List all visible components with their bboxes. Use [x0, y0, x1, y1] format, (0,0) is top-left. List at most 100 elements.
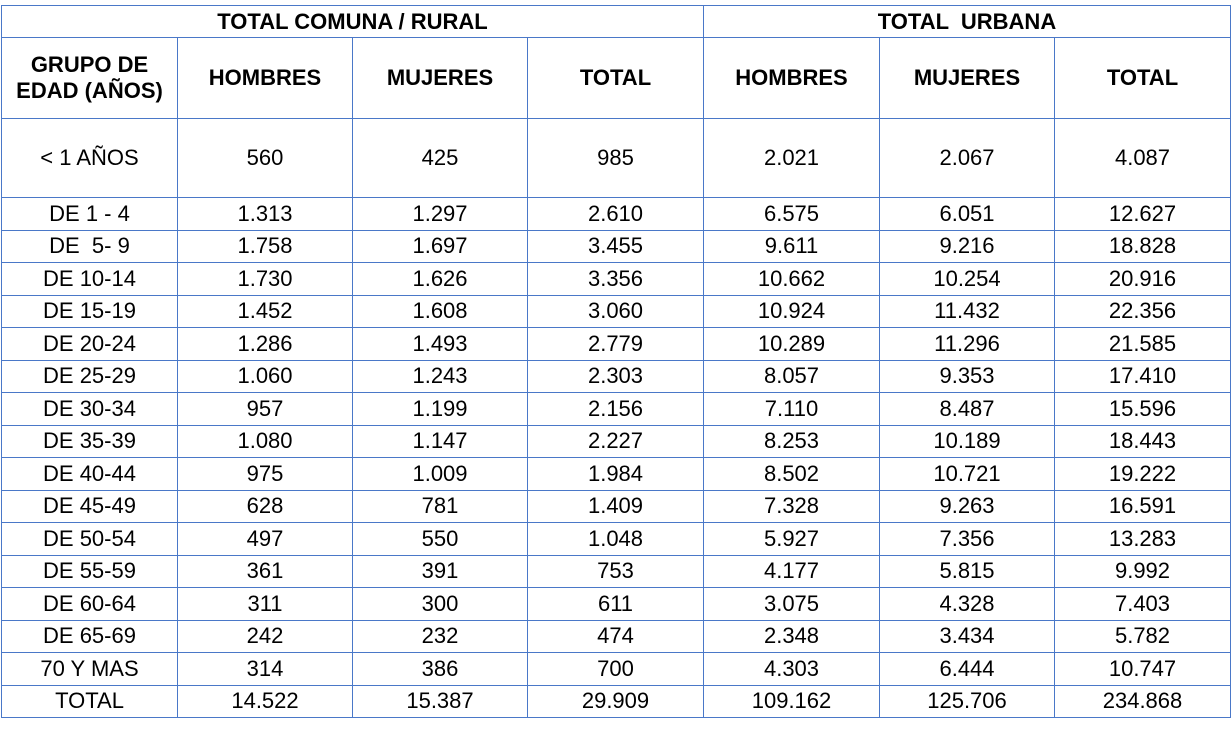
cell: 109.162: [703, 684, 880, 718]
age-group: DE 35-39: [1, 424, 178, 458]
cell: 11.296: [879, 327, 1055, 361]
cell: 3.075: [703, 587, 880, 621]
cell: 975: [177, 457, 353, 491]
cell: 3.356: [527, 262, 704, 296]
cell: 232: [352, 619, 528, 653]
cell: 1.147: [352, 424, 528, 458]
age-group: DE 15-19: [1, 294, 178, 328]
cell: 361: [177, 554, 353, 588]
cell: 753: [527, 554, 704, 588]
column-header: TOTAL: [1054, 37, 1231, 119]
cell: 9.216: [879, 229, 1055, 263]
age-group: DE 20-24: [1, 327, 178, 361]
cell: 5.815: [879, 554, 1055, 588]
cell: 10.254: [879, 262, 1055, 296]
column-header: HOMBRES: [703, 37, 880, 119]
cell: 2.021: [703, 118, 880, 198]
age-group: DE 50-54: [1, 522, 178, 556]
cell: 3.434: [879, 619, 1055, 653]
cell: 1.984: [527, 457, 704, 491]
cell: 2.227: [527, 424, 704, 458]
cell: 242: [177, 619, 353, 653]
cell: 7.328: [703, 489, 880, 523]
cell: 16.591: [1054, 489, 1231, 523]
cell: 3.455: [527, 229, 704, 263]
age-group: DE 1 - 4: [1, 197, 178, 231]
population-table: TOTAL COMUNA / RURAL TOTAL URBANA GRUPO DE…: [1, 5, 1231, 718]
age-group: TOTAL: [1, 684, 178, 718]
data-row: DE 25-29 1.060 1.243 2.303 8.057 9.353 17.410: [1, 359, 1231, 393]
cell: 18.443: [1054, 424, 1231, 458]
data-row: TOTAL 14.522 15.387 29.909 109.162 125.706 234…: [1, 684, 1231, 718]
data-row: DE 40-44 975 1.009 1.984 8.502 10.721 19.222: [1, 457, 1231, 491]
cell: 1.060: [177, 359, 353, 393]
cell: 11.432: [879, 294, 1055, 328]
cell: 1.608: [352, 294, 528, 328]
data-row: DE 30-34 957 1.199 2.156 7.110 8.487 15.596: [1, 392, 1231, 426]
cell: 234.868: [1054, 684, 1231, 718]
cell: 300: [352, 587, 528, 621]
cell: 19.222: [1054, 457, 1231, 491]
cell: 2.156: [527, 392, 704, 426]
cell: 13.283: [1054, 522, 1231, 556]
group-header-row: TOTAL COMUNA / RURAL TOTAL URBANA: [1, 5, 1231, 38]
cell: 8.057: [703, 359, 880, 393]
column-header: TOTAL: [527, 37, 704, 119]
age-group: DE 55-59: [1, 554, 178, 588]
cell: 5.782: [1054, 619, 1231, 653]
cell: 9.263: [879, 489, 1055, 523]
age-group: < 1 AÑOS: [1, 118, 178, 198]
data-row: DE 1 - 4 1.313 1.297 2.610 6.575 6.051 12.627: [1, 197, 1231, 231]
cell: 2.067: [879, 118, 1055, 198]
data-row: DE 60-64 311 300 611 3.075 4.328 7.403: [1, 587, 1231, 621]
cell: 474: [527, 619, 704, 653]
data-row: DE 35-39 1.080 1.147 2.227 8.253 10.189 18.443: [1, 424, 1231, 458]
cell: 4.177: [703, 554, 880, 588]
cell: 957: [177, 392, 353, 426]
cell: 22.356: [1054, 294, 1231, 328]
data-row: DE 50-54 497 550 1.048 5.927 7.356 13.283: [1, 522, 1231, 556]
cell: 985: [527, 118, 704, 198]
cell: 15.596: [1054, 392, 1231, 426]
data-row: DE 45-49 628 781 1.409 7.328 9.263 16.591: [1, 489, 1231, 523]
age-group: DE 10-14: [1, 262, 178, 296]
cell: 17.410: [1054, 359, 1231, 393]
group-header: TOTAL URBANA: [703, 5, 1231, 38]
cell: 10.662: [703, 262, 880, 296]
cell: 391: [352, 554, 528, 588]
cell: 10.189: [879, 424, 1055, 458]
group-header: TOTAL COMUNA / RURAL: [1, 5, 704, 38]
cell: 4.328: [879, 587, 1055, 621]
cell: 9.611: [703, 229, 880, 263]
column-header: MUJERES: [879, 37, 1055, 119]
cell: 4.087: [1054, 118, 1231, 198]
cell: 18.828: [1054, 229, 1231, 263]
cell: 10.721: [879, 457, 1055, 491]
cell: 1.493: [352, 327, 528, 361]
age-group: DE 45-49: [1, 489, 178, 523]
cell: 2.303: [527, 359, 704, 393]
data-row: < 1 AÑOS 560 425 985 2.021 2.067 4.087: [1, 118, 1231, 198]
cell: 8.253: [703, 424, 880, 458]
cell: 1.313: [177, 197, 353, 231]
cell: 6.051: [879, 197, 1055, 231]
cell: 425: [352, 118, 528, 198]
cell: 12.627: [1054, 197, 1231, 231]
cell: 8.487: [879, 392, 1055, 426]
cell: 611: [527, 587, 704, 621]
cell: 125.706: [879, 684, 1055, 718]
cell: 9.992: [1054, 554, 1231, 588]
cell: 3.060: [527, 294, 704, 328]
age-group: DE 65-69: [1, 619, 178, 653]
cell: 7.356: [879, 522, 1055, 556]
cell: 29.909: [527, 684, 704, 718]
cell: 1.297: [352, 197, 528, 231]
cell: 6.575: [703, 197, 880, 231]
age-group: DE 25-29: [1, 359, 178, 393]
data-row: DE 65-69 242 232 474 2.348 3.434 5.782: [1, 619, 1231, 653]
cell: 1.409: [527, 489, 704, 523]
cell: 550: [352, 522, 528, 556]
cell: 2.348: [703, 619, 880, 653]
column-header: HOMBRES: [177, 37, 353, 119]
data-row: DE 20-24 1.286 1.493 2.779 10.289 11.296 21.58…: [1, 327, 1231, 361]
